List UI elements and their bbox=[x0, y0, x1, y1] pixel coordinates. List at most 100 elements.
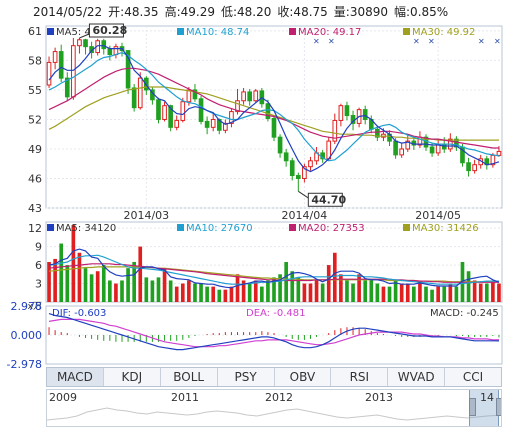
candle-body[interactable] bbox=[52, 51, 58, 63]
tab-wvad[interactable]: WVAD bbox=[388, 368, 446, 386]
tab-psy[interactable]: PSY bbox=[218, 368, 275, 386]
tab-macd[interactable]: MACD bbox=[47, 368, 104, 386]
volume-bar[interactable] bbox=[53, 258, 57, 302]
volume-bar[interactable] bbox=[454, 286, 459, 302]
candle-body[interactable] bbox=[271, 117, 277, 138]
volume-bar[interactable] bbox=[101, 265, 106, 302]
volume-bar[interactable] bbox=[308, 283, 313, 302]
candle-body[interactable] bbox=[77, 39, 82, 47]
volume-bar[interactable] bbox=[247, 283, 252, 302]
volume-bar[interactable] bbox=[430, 289, 434, 302]
candle-body[interactable] bbox=[466, 162, 471, 172]
volume-bar[interactable] bbox=[132, 262, 136, 302]
candle-body[interactable] bbox=[223, 122, 228, 131]
volume-bar[interactable] bbox=[59, 243, 64, 302]
volume-bar[interactable] bbox=[241, 280, 246, 302]
navigator-right-handle[interactable] bbox=[496, 398, 501, 416]
volume-bar[interactable] bbox=[387, 286, 392, 302]
candle-body[interactable] bbox=[131, 87, 137, 109]
volume-bar[interactable] bbox=[71, 225, 76, 302]
candle-body[interactable] bbox=[338, 105, 344, 121]
candle-body[interactable] bbox=[375, 128, 380, 138]
candle-body[interactable] bbox=[253, 90, 259, 102]
volume-bar[interactable] bbox=[266, 280, 270, 302]
candle-body[interactable] bbox=[362, 109, 368, 120]
volume-bar[interactable] bbox=[497, 283, 501, 302]
volume-bar[interactable] bbox=[150, 280, 155, 302]
candle-body[interactable] bbox=[71, 45, 76, 98]
volume-bar[interactable] bbox=[65, 265, 70, 302]
candle-body[interactable] bbox=[344, 105, 350, 117]
volume-bar[interactable] bbox=[375, 283, 380, 302]
candle-body[interactable] bbox=[308, 160, 313, 168]
volume-bar[interactable] bbox=[89, 274, 94, 302]
volume-bar[interactable] bbox=[412, 286, 416, 302]
volume-bar[interactable] bbox=[363, 280, 368, 302]
candle-body[interactable] bbox=[247, 91, 253, 102]
volume-bar[interactable] bbox=[369, 280, 374, 302]
volume-panel[interactable] bbox=[47, 225, 501, 302]
volume-bar[interactable] bbox=[83, 268, 88, 302]
candle-body[interactable] bbox=[277, 136, 283, 154]
candle-body[interactable] bbox=[168, 105, 173, 128]
candle-body[interactable] bbox=[107, 48, 113, 56]
volume-bar[interactable] bbox=[320, 283, 325, 302]
volume-bar[interactable] bbox=[144, 277, 149, 302]
volume-bar[interactable] bbox=[174, 286, 179, 302]
volume-bar[interactable] bbox=[472, 280, 477, 302]
volume-bar[interactable] bbox=[95, 271, 100, 302]
volume-bar[interactable] bbox=[484, 283, 489, 302]
candle-body[interactable] bbox=[454, 138, 459, 148]
candle-body[interactable] bbox=[174, 119, 180, 128]
candle-body[interactable] bbox=[429, 146, 435, 154]
candle-body[interactable] bbox=[204, 120, 210, 128]
volume-bar[interactable] bbox=[424, 286, 428, 302]
volume-bar[interactable] bbox=[235, 274, 240, 302]
volume-bar[interactable] bbox=[223, 289, 228, 302]
volume-bar[interactable] bbox=[326, 265, 331, 302]
volume-bar[interactable] bbox=[187, 280, 191, 302]
candle-body[interactable] bbox=[289, 160, 295, 177]
volume-bar[interactable] bbox=[290, 271, 295, 302]
candle-body[interactable] bbox=[283, 152, 289, 162]
tab-obv[interactable]: OBV bbox=[275, 368, 332, 386]
price-panel[interactable] bbox=[46, 38, 502, 192]
volume-bar[interactable] bbox=[418, 280, 422, 302]
candle-body[interactable] bbox=[64, 77, 70, 98]
candle-body[interactable] bbox=[186, 89, 192, 103]
volume-bar[interactable] bbox=[126, 268, 130, 302]
volume-bar[interactable] bbox=[296, 277, 301, 302]
candle-body[interactable] bbox=[265, 103, 271, 119]
candle-body[interactable] bbox=[241, 91, 246, 102]
candle-body[interactable] bbox=[156, 99, 161, 120]
candle-body[interactable] bbox=[101, 40, 107, 50]
volume-bar[interactable] bbox=[393, 280, 398, 302]
tab-boll[interactable]: BOLL bbox=[161, 368, 218, 386]
volume-bar[interactable] bbox=[120, 280, 124, 302]
volume-bar[interactable] bbox=[229, 286, 234, 302]
timeline-navigator[interactable]: 2009 2011 2012 2013 14 bbox=[46, 389, 502, 427]
volume-bar[interactable] bbox=[351, 283, 355, 302]
candle-body[interactable] bbox=[46, 61, 52, 86]
candle-body[interactable] bbox=[125, 50, 131, 89]
volume-bar[interactable] bbox=[436, 286, 440, 302]
volume-bar[interactable] bbox=[339, 274, 343, 302]
candle-body[interactable] bbox=[58, 51, 64, 79]
volume-bar[interactable] bbox=[448, 283, 453, 302]
volume-bar[interactable] bbox=[193, 283, 197, 302]
volume-bar[interactable] bbox=[47, 262, 51, 302]
volume-bar[interactable] bbox=[114, 283, 118, 302]
volume-bar[interactable] bbox=[162, 268, 167, 302]
volume-bar[interactable] bbox=[199, 283, 203, 302]
candle-body[interactable] bbox=[162, 105, 167, 120]
candle-body[interactable] bbox=[180, 101, 186, 121]
candle-body[interactable] bbox=[302, 166, 307, 179]
volume-bar[interactable] bbox=[381, 286, 386, 302]
volume-bar[interactable] bbox=[253, 280, 258, 302]
candle-body[interactable] bbox=[399, 148, 405, 156]
candle-body[interactable] bbox=[113, 46, 119, 56]
tab-cci[interactable]: CCI bbox=[462, 370, 484, 384]
candle-body[interactable] bbox=[405, 140, 411, 150]
volume-bar[interactable] bbox=[211, 286, 216, 302]
volume-bar[interactable] bbox=[442, 286, 447, 302]
